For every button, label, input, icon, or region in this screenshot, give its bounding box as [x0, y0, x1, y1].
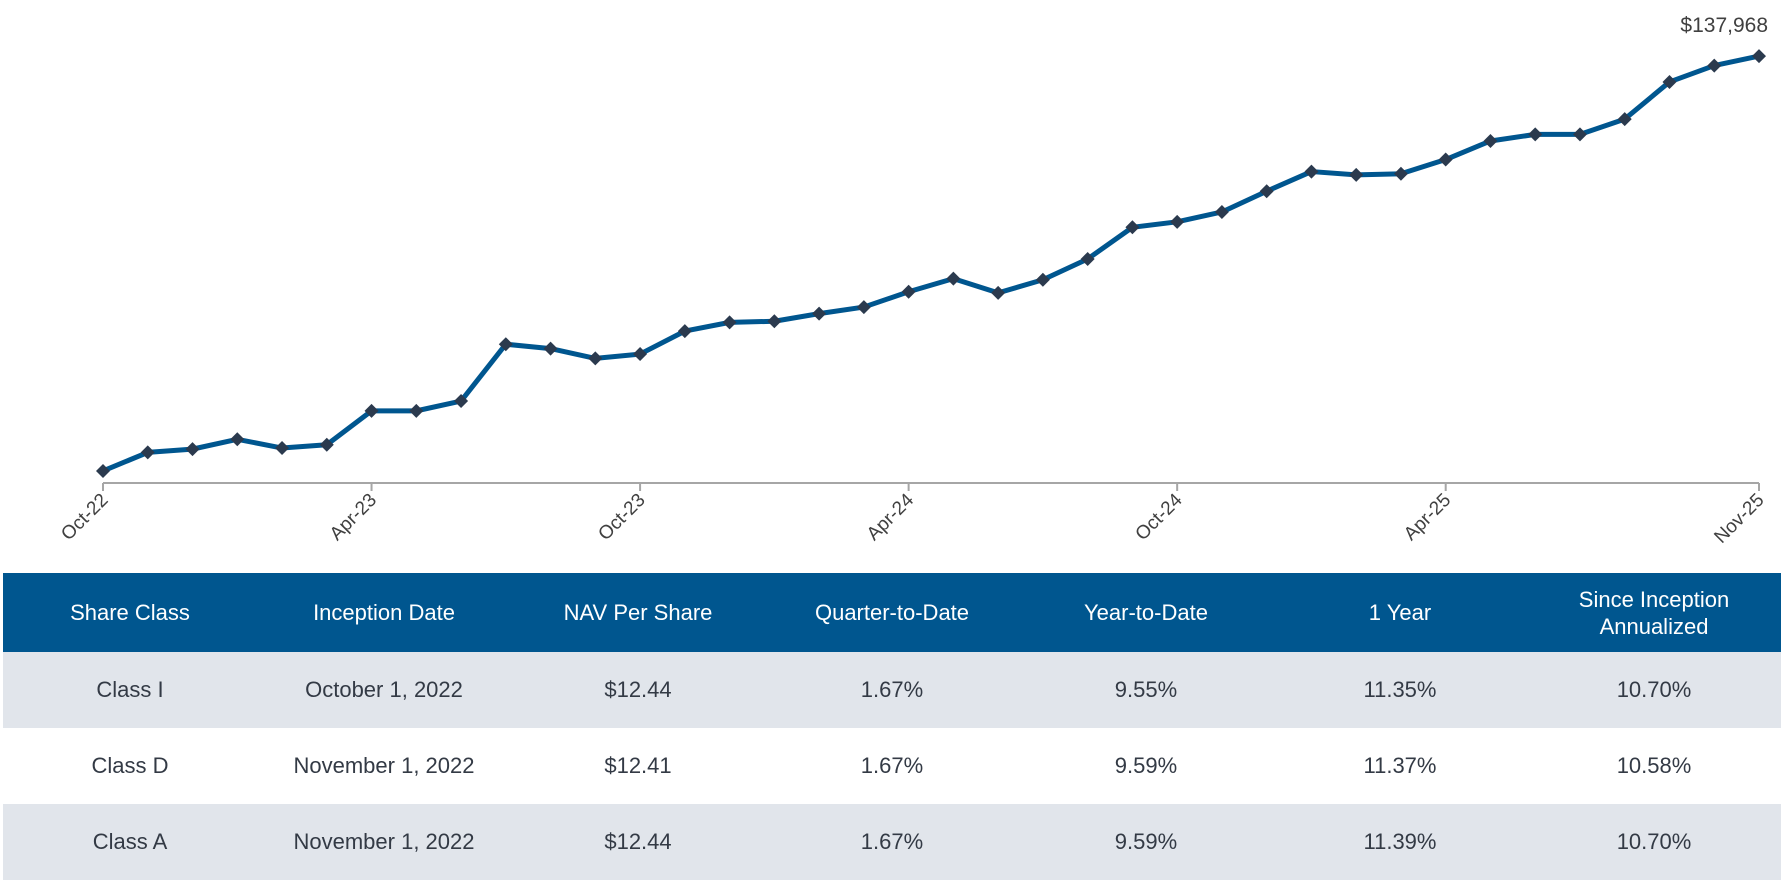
header-quarter-to-date: Quarter-to-Date [765, 573, 1019, 652]
end-value-label: $137,968 [1680, 14, 1768, 37]
data-point [275, 441, 290, 456]
table-cell: 9.59% [1019, 804, 1273, 880]
table-cell: 9.55% [1019, 652, 1273, 728]
table-cell: 10.70% [1527, 804, 1781, 880]
performance-table: Share Class Inception Date NAV Per Share… [3, 573, 1781, 880]
data-point [1572, 127, 1587, 142]
table-cell: November 1, 2022 [257, 728, 511, 804]
table-cell: 11.37% [1273, 728, 1527, 804]
data-point [454, 394, 469, 409]
table-cell: October 1, 2022 [257, 652, 511, 728]
header-since-inception: Since Inception Annualized [1527, 573, 1781, 652]
header-share-class: Share Class [3, 573, 257, 652]
x-tick-label: Apr-25 [1400, 490, 1455, 545]
data-point [1617, 112, 1632, 127]
data-point [1438, 152, 1453, 167]
header-inception-date: Inception Date [257, 573, 511, 652]
data-point [722, 315, 737, 330]
table-cell: November 1, 2022 [257, 804, 511, 880]
table-cell: Class A [3, 804, 257, 880]
header-year-to-date: Year-to-Date [1019, 573, 1273, 652]
table-row: Class A November 1, 2022 $12.44 1.67% 9.59% 1… [3, 804, 1781, 880]
data-point [409, 403, 424, 418]
data-point [856, 300, 871, 315]
data-point [1483, 133, 1498, 148]
table-cell: 10.58% [1527, 728, 1781, 804]
data-point [96, 463, 110, 478]
line-chart: Oct-22 Apr-23 Oct-23 Apr-24 Oct-24 Apr-25 Nov-… [57, 14, 1768, 548]
data-point [901, 284, 916, 299]
table-cell: 10.70% [1527, 652, 1781, 728]
data-point [543, 341, 558, 356]
data-point [230, 432, 245, 447]
table-cell: $12.44 [511, 804, 765, 880]
header-1-year: 1 Year [1273, 573, 1527, 652]
table-cell: 1.67% [765, 728, 1019, 804]
data-point [1170, 214, 1185, 229]
data-point [140, 445, 155, 460]
table-cell: 9.59% [1019, 728, 1273, 804]
data-point [1125, 220, 1140, 235]
data-point [1035, 272, 1050, 287]
table-cell: 11.39% [1273, 804, 1527, 880]
table-row: Class I October 1, 2022 $12.44 1.67% 9.55% 11… [3, 652, 1781, 728]
data-point [1349, 167, 1364, 182]
data-point [185, 442, 200, 457]
data-point [812, 306, 827, 321]
x-tick-label: Oct-23 [594, 490, 649, 545]
table-row: Class D November 1, 2022 $12.41 1.67% 9.59% 1… [3, 728, 1781, 804]
x-tick-label: Apr-23 [326, 490, 381, 545]
data-point [633, 347, 648, 362]
data-point [767, 314, 782, 329]
table-cell: 11.35% [1273, 652, 1527, 728]
table-cell: $12.44 [511, 652, 765, 728]
table-cell: Class D [3, 728, 257, 804]
data-point [319, 437, 334, 452]
table-cell: Class I [3, 652, 257, 728]
data-point [946, 271, 961, 286]
x-tick-label: Apr-24 [863, 489, 918, 544]
table-cell: 1.67% [765, 804, 1019, 880]
series-line [102, 53, 1760, 474]
data-point [364, 403, 379, 418]
table-cell: $12.41 [511, 728, 765, 804]
data-point [1752, 49, 1766, 64]
data-point [498, 337, 513, 352]
header-nav-per-share: NAV Per Share [511, 573, 765, 652]
data-point [1259, 184, 1274, 199]
data-point [1528, 127, 1543, 142]
data-point [1707, 58, 1722, 73]
x-tick-label: Nov-25 [1710, 490, 1768, 548]
table-header-row: Share Class Inception Date NAV Per Share… [3, 573, 1781, 652]
x-tick-label: Oct-22 [57, 490, 112, 545]
data-point [1080, 251, 1095, 266]
data-point [991, 285, 1006, 300]
data-point [677, 324, 692, 339]
table-cell: 1.67% [765, 652, 1019, 728]
data-point [588, 351, 603, 366]
x-tick-label: Oct-24 [1132, 489, 1187, 544]
data-point [1393, 166, 1408, 181]
data-point [1662, 74, 1677, 89]
data-point [1214, 204, 1229, 219]
data-point [1304, 164, 1319, 179]
